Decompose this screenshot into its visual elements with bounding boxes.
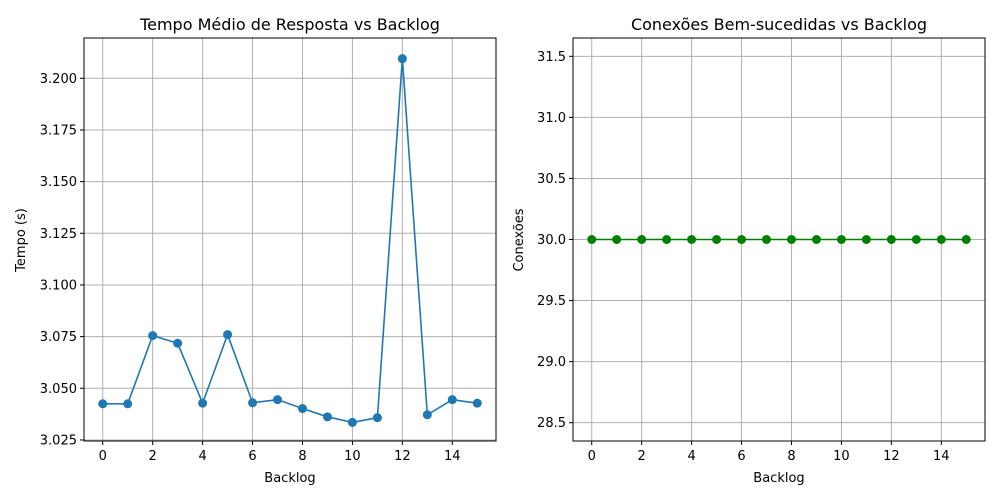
left-data-point: [173, 338, 183, 348]
right-data-point: [712, 235, 722, 244]
left-xtick-label: 2: [149, 449, 157, 464]
right-ytick-label: 29.5: [537, 294, 566, 309]
right-data-point: [836, 235, 846, 244]
left-xtick-label: 0: [99, 449, 107, 464]
right-xtick-label: 2: [638, 449, 646, 464]
left-data-point: [322, 412, 332, 422]
left-ytick-label: 3.100: [40, 278, 77, 293]
left-data-point: [198, 398, 208, 408]
left-chart-frame: [83, 37, 497, 442]
left-ytick-label: 3.150: [40, 175, 77, 190]
right-xtick-label: 0: [588, 449, 596, 464]
left-ytick-label: 3.175: [40, 123, 77, 138]
right-ytick-label: 29.0: [537, 355, 566, 370]
left-data-point: [123, 399, 133, 409]
left-data-point: [472, 398, 482, 408]
left-chart-panel: 0 2 4 6 8 10 12 14 3.025 3.050 3.075 3.100 3.125 3.15…: [14, 15, 497, 486]
right-xtick-label: 8: [787, 449, 795, 464]
left-data-point: [347, 417, 357, 427]
right-ytick-label: 30.5: [537, 172, 566, 187]
left-xtick-label: 8: [298, 449, 306, 464]
right-xtick-label: 10: [833, 449, 850, 464]
left-series-line: [102, 58, 478, 424]
left-data-point: [98, 399, 108, 409]
right-chart-panel: 0 2 4 6 8 10 12 1428.529.029.530.030.531.031.5 …: [512, 15, 986, 486]
right-xtick-label: 12: [883, 449, 900, 464]
right-xtick-label: 4: [687, 449, 695, 464]
right-data-point: [786, 235, 796, 244]
right-data-point: [886, 235, 896, 244]
left-chart-xlabel: Backlog: [264, 471, 315, 486]
right-data-point: [911, 235, 921, 244]
right-data-point: [861, 235, 871, 244]
left-ytick-label: 3.075: [40, 330, 77, 345]
left-data-point: [148, 331, 158, 341]
right-data-point: [737, 235, 747, 244]
left-ytick-label: 3.200: [40, 72, 77, 87]
left-chart-title: Tempo Médio de Resposta vs Backlog: [139, 15, 440, 34]
right-data-point: [762, 235, 772, 244]
left-ytick-label: 3.125: [40, 227, 77, 242]
left-chart-ylabel: Tempo (s): [14, 208, 29, 273]
left-data-point: [248, 398, 258, 408]
left-data-point: [397, 54, 407, 64]
right-xtick-label: 14: [933, 449, 950, 464]
left-xtick-label: 6: [248, 449, 256, 464]
right-data-point: [936, 235, 946, 244]
right-data-point: [811, 235, 821, 244]
left-xtick-label: 4: [198, 449, 206, 464]
right-data-point: [587, 235, 597, 244]
right-data-point: [961, 235, 971, 244]
left-xtick-label: 10: [344, 449, 361, 464]
left-data-point: [372, 413, 382, 423]
right-xtick-label: 6: [737, 449, 745, 464]
right-data-point: [687, 235, 697, 244]
left-ytick-label: 3.025: [40, 433, 77, 448]
right-ytick-label: 31.5: [537, 50, 566, 65]
right-data-point: [637, 235, 647, 244]
left-xtick-label: 12: [394, 449, 411, 464]
left-data-point: [297, 404, 307, 414]
right-chart-xlabel: Backlog: [753, 471, 804, 486]
right-ytick-label: 31.0: [537, 111, 566, 126]
left-ytick-label: 3.050: [40, 382, 77, 397]
right-chart-ylabel: Conexões: [512, 208, 527, 271]
right-ytick-label: 28.5: [537, 416, 566, 431]
left-data-point: [223, 330, 233, 340]
left-data-point: [422, 410, 432, 420]
left-data-point: [447, 395, 457, 405]
right-data-point: [662, 235, 672, 244]
left-data-point: [273, 395, 283, 405]
right-chart-title: Conexões Bem-sucedidas vs Backlog: [631, 15, 927, 34]
right-ytick-label: 30.0: [537, 233, 566, 248]
right-data-point: [612, 235, 622, 244]
left-xtick-label: 14: [444, 449, 461, 464]
